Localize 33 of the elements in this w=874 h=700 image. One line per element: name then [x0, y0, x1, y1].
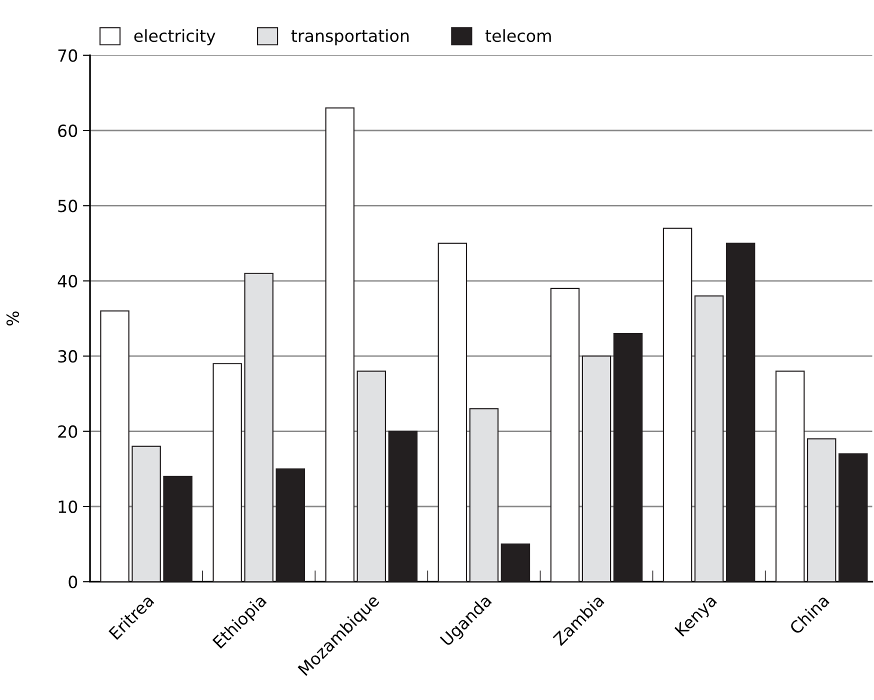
bar: [100, 310, 130, 582]
legend-label: electricity: [134, 29, 216, 46]
bar: [469, 408, 499, 582]
bar: [438, 242, 468, 582]
bar: [662, 228, 692, 582]
bar: [550, 288, 580, 582]
bar: [838, 453, 868, 582]
y-tick-label: 30: [58, 350, 78, 363]
y-tick-label: 10: [58, 500, 78, 514]
bar: [582, 356, 612, 582]
bar: [325, 107, 355, 582]
bar: [694, 295, 724, 582]
legend-label: transportation: [291, 29, 409, 46]
y-tick-label: 20: [58, 425, 78, 438]
bar: [775, 370, 805, 582]
bar: [356, 370, 386, 582]
bar: [388, 430, 418, 582]
y-tick-label: 70: [58, 49, 78, 62]
y-axis-title: %: [6, 312, 20, 326]
bar: [613, 332, 643, 582]
bar: [132, 446, 161, 582]
bar: [163, 476, 192, 582]
y-tick-label: 0: [68, 576, 78, 588]
bar: [806, 438, 836, 582]
y-tick-label: 40: [58, 274, 78, 288]
bar: [212, 363, 242, 582]
bar: [244, 272, 274, 582]
bar: [726, 242, 756, 582]
bar: [276, 468, 305, 582]
y-tick-label: 60: [58, 124, 78, 138]
y-tick-label: 50: [58, 200, 78, 212]
bar: [500, 544, 530, 582]
legend-label: telecom: [485, 29, 551, 42]
